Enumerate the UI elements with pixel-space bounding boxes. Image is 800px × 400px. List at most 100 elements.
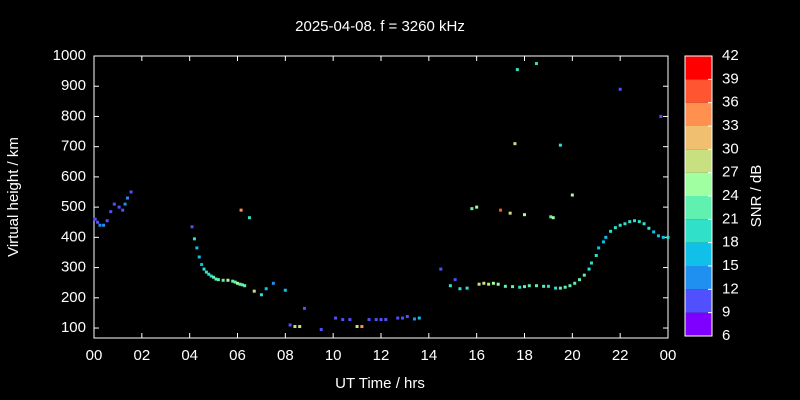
point	[482, 281, 486, 285]
point	[503, 284, 507, 288]
x-tick-label: 08	[277, 347, 294, 364]
colorbar-label: SNR / dB	[748, 165, 765, 228]
point	[618, 223, 622, 227]
point	[355, 325, 359, 329]
point	[534, 284, 538, 288]
point	[202, 267, 206, 271]
point	[558, 286, 562, 290]
point	[341, 318, 345, 322]
point	[499, 208, 503, 212]
point	[401, 316, 405, 320]
point	[609, 229, 613, 233]
point	[384, 318, 388, 322]
point	[417, 316, 421, 320]
point	[109, 210, 113, 214]
colorbar-tick-label: 30	[722, 140, 739, 157]
point	[302, 306, 306, 310]
point	[465, 286, 469, 290]
point	[568, 284, 572, 288]
point	[439, 267, 443, 271]
point	[487, 282, 491, 286]
point	[546, 284, 550, 288]
point	[123, 202, 127, 206]
point	[238, 282, 242, 286]
y-tick-label: 100	[61, 319, 86, 336]
point	[508, 211, 512, 215]
colorbar-tick-label: 42	[722, 47, 739, 64]
x-tick-label: 18	[516, 347, 533, 364]
colorbar-band	[685, 79, 712, 103]
colorbar-band	[685, 126, 712, 150]
point	[102, 223, 106, 227]
x-axis-label: UT Time / hrs	[335, 375, 425, 392]
point	[511, 285, 515, 289]
point	[496, 282, 500, 286]
colorbar-band	[685, 102, 712, 126]
point	[453, 278, 457, 282]
point	[659, 114, 663, 118]
point	[666, 235, 670, 239]
point	[226, 278, 230, 282]
point	[283, 288, 287, 292]
point	[236, 281, 239, 285]
chart-title: 2025-04-08. f = 3260 kHz	[295, 18, 465, 35]
point	[367, 318, 371, 322]
plot-frame	[93, 55, 669, 339]
colorbar-tick-label: 21	[722, 210, 739, 227]
point	[319, 328, 323, 332]
colorbar-tick-label: 9	[722, 304, 730, 321]
colorbar-tick-label: 24	[722, 187, 739, 204]
point	[334, 316, 338, 320]
colorbar-band	[685, 196, 712, 220]
colorbar-band	[685, 172, 712, 196]
x-tick-label: 06	[229, 347, 246, 364]
colorbar-tick-label: 33	[722, 117, 739, 134]
point	[623, 222, 627, 226]
point	[604, 235, 608, 239]
y-tick-label: 500	[61, 198, 86, 215]
point	[112, 202, 116, 206]
point	[239, 208, 243, 212]
point	[405, 315, 409, 319]
y-tick-label: 800	[61, 107, 86, 124]
x-tick-label: 00	[86, 347, 103, 364]
point	[597, 246, 601, 250]
point	[412, 317, 416, 321]
point	[348, 318, 352, 322]
point	[209, 274, 213, 278]
colorbar-band	[685, 56, 712, 80]
point	[475, 205, 479, 209]
point	[121, 208, 125, 212]
point	[360, 325, 364, 329]
point	[542, 284, 546, 288]
y-tick-label: 900	[61, 77, 86, 94]
point	[288, 323, 292, 327]
y-tick-label: 200	[61, 289, 86, 306]
point	[214, 277, 218, 281]
point	[271, 281, 275, 285]
point	[252, 289, 256, 293]
y-tick-label: 1000	[53, 47, 86, 64]
y-tick-label: 600	[61, 168, 86, 185]
point	[204, 270, 208, 274]
point	[125, 196, 129, 200]
x-tick-label: 14	[420, 347, 437, 364]
point	[570, 193, 574, 197]
point	[216, 278, 220, 282]
point	[96, 220, 100, 224]
y-tick-label: 300	[61, 259, 86, 276]
x-tick-label: 20	[564, 347, 581, 364]
point	[129, 190, 133, 194]
point	[298, 325, 302, 329]
point	[515, 68, 519, 72]
point	[243, 284, 247, 288]
point	[589, 261, 593, 265]
point	[221, 278, 225, 282]
x-tick-label: 04	[181, 347, 198, 364]
point	[212, 275, 216, 279]
point	[554, 286, 558, 290]
point	[551, 216, 555, 220]
point	[491, 281, 495, 285]
